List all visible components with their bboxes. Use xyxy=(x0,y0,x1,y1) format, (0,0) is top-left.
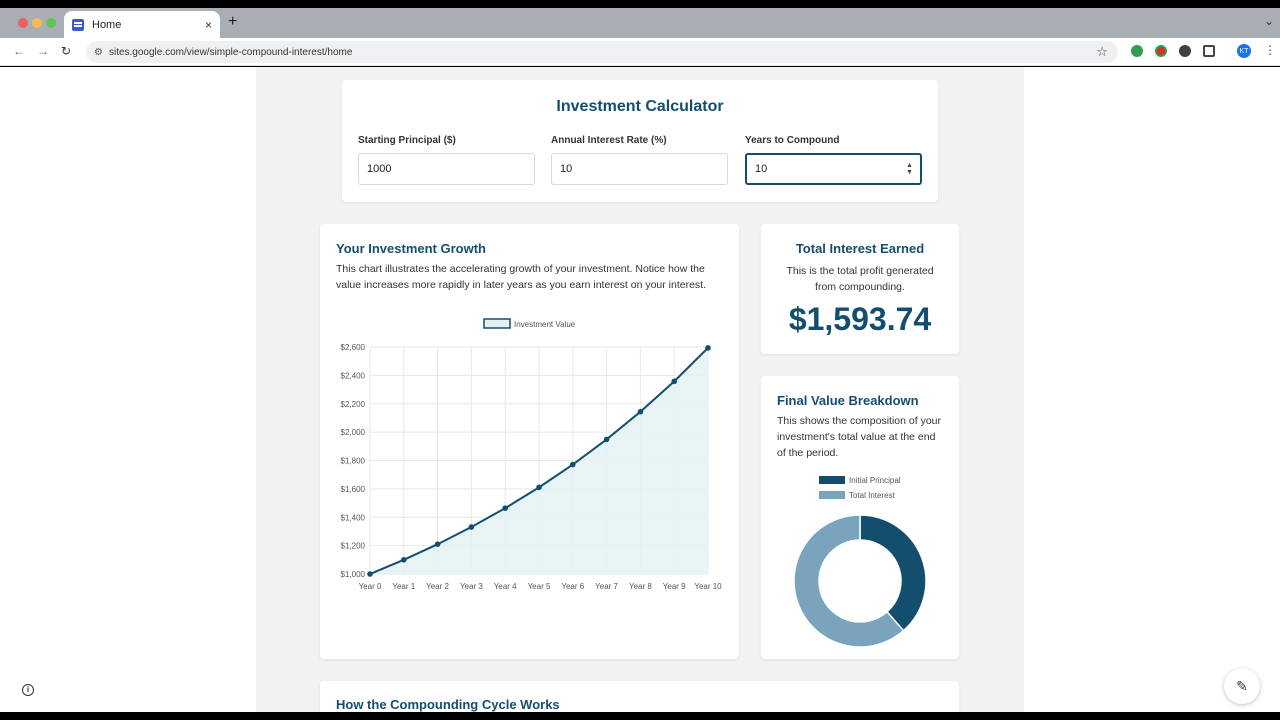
years-label: Years to Compound xyxy=(745,135,840,146)
breakdown-title: Final Value Breakdown xyxy=(777,393,919,408)
legend-label: Investment Value xyxy=(514,320,576,329)
data-point xyxy=(603,436,610,443)
bookmark-star-icon[interactable]: ☆ xyxy=(1096,44,1108,59)
growth-title: Your Investment Growth xyxy=(336,241,486,256)
data-point xyxy=(401,557,407,563)
interest-description: This is the total profit generated from … xyxy=(786,265,934,293)
forward-icon[interactable]: → xyxy=(37,44,49,58)
browser-menu-icon[interactable]: ⋮ xyxy=(1264,43,1276,57)
tab-title: Home xyxy=(92,18,122,31)
extension-red-icon[interactable] xyxy=(1155,45,1167,57)
y-tick-label: $1,800 xyxy=(341,457,366,466)
x-tick-label: Year 8 xyxy=(629,582,652,591)
x-tick-label: Year 3 xyxy=(460,582,483,591)
legend-swatch xyxy=(819,476,845,484)
x-tick-label: Year 9 xyxy=(663,582,686,591)
x-tick-label: Year 5 xyxy=(528,582,551,591)
cycle-title: How the Compounding Cycle Works xyxy=(336,697,560,712)
y-tick-label: $1,400 xyxy=(341,513,366,522)
x-tick-label: Year 7 xyxy=(595,582,618,591)
data-point xyxy=(671,378,677,385)
principal-label: Starting Principal ($) xyxy=(358,135,456,146)
minimize-window-button[interactable] xyxy=(32,18,42,28)
legend-label: Total Interest xyxy=(849,491,896,500)
edit-pencil-button[interactable]: ✎ xyxy=(1224,668,1260,704)
tab-close-icon[interactable]: × xyxy=(204,17,212,32)
browser-tab[interactable]: Home × xyxy=(64,11,220,38)
rate-input[interactable] xyxy=(551,153,728,185)
y-tick-label: $1,600 xyxy=(341,485,366,494)
calculator-title: Investment Calculator xyxy=(556,98,724,115)
close-window-button[interactable] xyxy=(18,18,28,28)
info-icon[interactable]: i xyxy=(22,684,34,696)
new-tab-button[interactable]: + xyxy=(228,13,238,30)
interest-title: Total Interest Earned xyxy=(795,241,925,256)
rate-label: Annual Interest Rate (%) xyxy=(551,135,667,146)
y-tick-label: $2,400 xyxy=(341,371,366,380)
browser-tabstrip: Home × + ⌄ xyxy=(0,8,1280,38)
years-stepper-icon[interactable]: ▲ ▼ xyxy=(906,162,913,176)
data-point xyxy=(502,505,508,511)
legend-swatch xyxy=(483,318,511,329)
profile-avatar[interactable]: KT xyxy=(1237,44,1251,58)
data-point xyxy=(468,524,475,530)
maximize-window-button[interactable] xyxy=(46,18,56,28)
page-viewport: Investment Calculator Starting Principal… xyxy=(0,67,1280,712)
sites-favicon-icon xyxy=(72,18,84,31)
x-tick-label: Year 4 xyxy=(494,582,517,591)
data-point xyxy=(570,461,576,468)
cycle-card: How the Compounding Cycle Works xyxy=(320,681,959,712)
data-point xyxy=(705,345,711,351)
extensions-puzzle-icon[interactable] xyxy=(1203,45,1215,57)
data-point xyxy=(536,484,542,491)
breakdown-card: Final Value Breakdown This shows the com… xyxy=(761,376,959,659)
y-tick-label: $2,000 xyxy=(341,428,366,437)
data-point xyxy=(367,571,373,577)
x-tick-label: Year 1 xyxy=(392,582,415,591)
principal-input[interactable] xyxy=(358,153,535,185)
extension-green-icon[interactable] xyxy=(1131,45,1143,57)
breakdown-description: This shows the composition of your inves… xyxy=(777,415,941,459)
interest-card: Total Interest Earned This is the total … xyxy=(761,224,959,354)
growth-card: Your Investment Growth This chart illust… xyxy=(320,224,739,659)
legend-swatch xyxy=(819,491,845,499)
x-tick-label: Year 6 xyxy=(561,582,584,591)
x-tick-label: Year 2 xyxy=(426,582,449,591)
interest-value: $1,593.74 xyxy=(788,301,932,337)
extension-dark-icon[interactable] xyxy=(1179,45,1191,57)
legend-label: Initial Principal xyxy=(849,476,901,485)
y-tick-label: $1,200 xyxy=(341,542,366,551)
y-tick-label: $1,000 xyxy=(341,570,366,579)
growth-description: This chart illustrates the accelerating … xyxy=(336,263,707,291)
data-point xyxy=(434,541,441,548)
breakdown-donut-chart: Initial Principal Total Interest xyxy=(793,476,927,648)
growth-chart: $1,000 $1,200 $1,400 $1,600 $1,800 $2,000 $2,2… xyxy=(341,318,722,591)
x-tick-label: Year 10 xyxy=(694,582,722,591)
url-text: sites.google.com/view/simple-compound-in… xyxy=(108,46,353,58)
address-bar[interactable]: ⚙ sites.google.com/view/simple-compound-… xyxy=(86,41,1118,63)
y-tick-label: $2,600 xyxy=(341,343,366,352)
reload-icon[interactable]: ↻ xyxy=(61,44,72,58)
back-icon[interactable]: ← xyxy=(13,44,25,58)
x-tick-label: Year 0 xyxy=(359,582,382,591)
donut-slice xyxy=(859,514,927,632)
years-input[interactable] xyxy=(745,153,922,185)
tab-search-chevron-icon[interactable]: ⌄ xyxy=(1263,14,1274,28)
investment-area xyxy=(370,347,708,574)
browser-toolbar: ← → ↻ ⚙ sites.google.com/view/simple-com… xyxy=(0,38,1280,66)
site-info-icon[interactable]: ⚙ xyxy=(94,46,103,58)
y-tick-label: $2,200 xyxy=(341,400,366,409)
data-point xyxy=(637,408,644,415)
donut-slice xyxy=(793,514,905,648)
